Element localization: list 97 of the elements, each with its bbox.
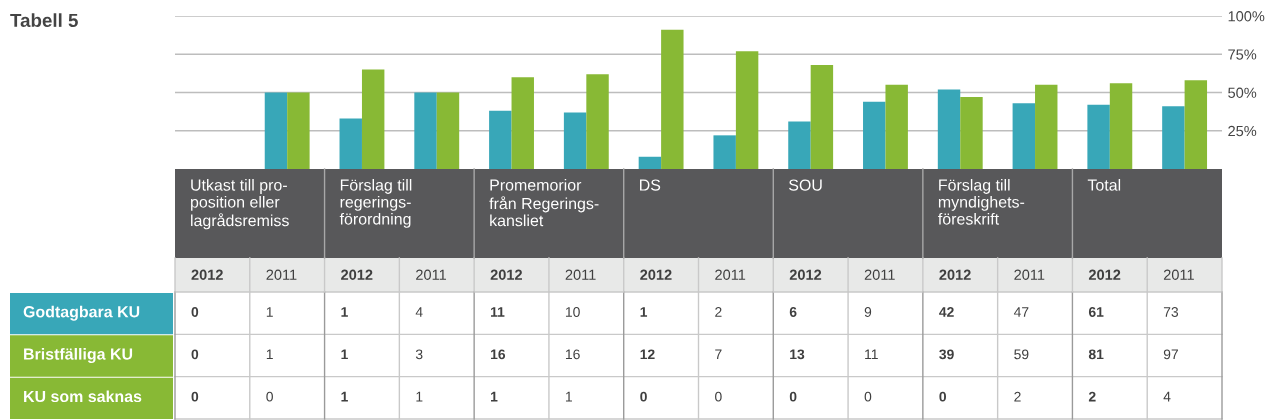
data-label: 1 (341, 349, 348, 360)
x-tick-label: 2012 (789, 269, 822, 280)
text: Förslag till regerings- förordning (339, 179, 412, 228)
bar (638, 156, 662, 169)
data-label: 9 (864, 307, 872, 317)
data-label: 3 (415, 349, 423, 360)
bar (1162, 106, 1185, 169)
data-label: 0 (191, 349, 199, 360)
data-label: 11 (865, 349, 878, 360)
bar (1012, 103, 1036, 169)
data-label: 2 (1014, 391, 1021, 402)
data-label: 7 (715, 349, 722, 360)
bar (713, 135, 736, 169)
data-label: 2 (715, 307, 722, 317)
data-label: 1 (416, 391, 423, 402)
data-label: 0 (266, 391, 273, 402)
bar (810, 64, 834, 169)
y-tick-label: 100% (1228, 11, 1265, 22)
data-label: 0 (191, 391, 199, 402)
bar (885, 84, 908, 169)
y-tick-label: Bristfälliga KU (24, 348, 133, 363)
x-tick-label: 2011 (266, 269, 297, 280)
data-label: 1 (491, 391, 498, 402)
x-tick-label: 2012 (341, 269, 373, 280)
data-label: 13 (790, 349, 805, 360)
data-label: 47 (1013, 307, 1029, 317)
y-tick-label: KU som saknas (24, 390, 142, 403)
data-label: 12 (640, 349, 655, 360)
data-label: 0 (864, 391, 872, 402)
bar (937, 89, 961, 169)
x-tick-label: 2012 (1088, 269, 1121, 280)
bar (960, 97, 983, 169)
data-label: 1 (266, 307, 273, 317)
data-label: 10 (565, 307, 580, 317)
y-tick-label: 50% (1228, 87, 1257, 98)
data-label: 39 (939, 349, 954, 360)
y-tick-label: 75% (1228, 49, 1257, 60)
bar (1184, 80, 1208, 169)
text: SOU (789, 179, 822, 191)
bar (436, 92, 460, 169)
x-tick-label: 2012 (191, 269, 223, 280)
data-label: 1 (341, 307, 348, 317)
bar (489, 110, 512, 169)
x-tick-label: 2011 (416, 269, 447, 280)
data-label: 0 (640, 391, 647, 402)
bar (735, 51, 759, 169)
text: Förslag till myndighets- föreskrift (938, 179, 1025, 225)
bar (586, 74, 609, 169)
y-tick-label: 25% (1228, 125, 1257, 137)
y-tick-label: Godtagbara KU (23, 305, 140, 321)
bar (863, 101, 886, 169)
data-label: 42 (939, 307, 954, 317)
data-label: 4 (415, 307, 423, 317)
bar (788, 121, 811, 169)
bar (1087, 104, 1110, 169)
x-tick-label: 2011 (1163, 269, 1194, 280)
data-label: 1 (341, 391, 348, 402)
data-label: 0 (789, 391, 797, 402)
data-label: 2 (1088, 391, 1096, 402)
bar (361, 69, 385, 169)
data-label: 0 (191, 307, 199, 317)
data-label: 73 (1163, 307, 1179, 317)
data-label: 0 (715, 391, 722, 402)
x-tick-label: 2011 (715, 269, 746, 280)
x-tick-label: 2011 (1014, 269, 1045, 280)
data-label: 16 (565, 349, 580, 360)
bar (1109, 83, 1133, 169)
text: Utkast till pro- position eller lagrådsremiss (191, 179, 289, 230)
data-label: 59 (1014, 349, 1029, 360)
data-label: 16 (491, 349, 506, 360)
data-label: 0 (939, 391, 947, 402)
x-tick-label: 2011 (565, 269, 596, 280)
x-tick-label: 2012 (640, 269, 672, 280)
data-label: 1 (266, 349, 273, 360)
text: DS (640, 179, 661, 191)
x-tick-label: 2012 (490, 269, 522, 280)
chart-title: Tabell 5 (10, 13, 78, 28)
x-tick-label: 2011 (864, 269, 895, 280)
bar (414, 92, 437, 169)
data-label: 6 (789, 307, 797, 317)
data-label: 1 (565, 391, 572, 402)
bar (563, 112, 587, 169)
bar (1035, 84, 1058, 169)
x-tick-label: 2012 (939, 269, 971, 280)
data-label: 4 (1163, 391, 1171, 402)
bar (339, 118, 362, 169)
bar (511, 77, 534, 169)
data-label: 1 (640, 307, 648, 317)
data-label: 61 (1088, 307, 1104, 317)
data-label: 97 (1163, 349, 1178, 360)
data-label: 81 (1088, 349, 1104, 360)
text: Promemorior från Regerings- kansliet (489, 179, 599, 227)
bar (661, 29, 684, 169)
text: Total (1087, 179, 1121, 191)
bar (287, 92, 310, 169)
bar (264, 92, 288, 169)
data-label: 11 (491, 307, 505, 317)
